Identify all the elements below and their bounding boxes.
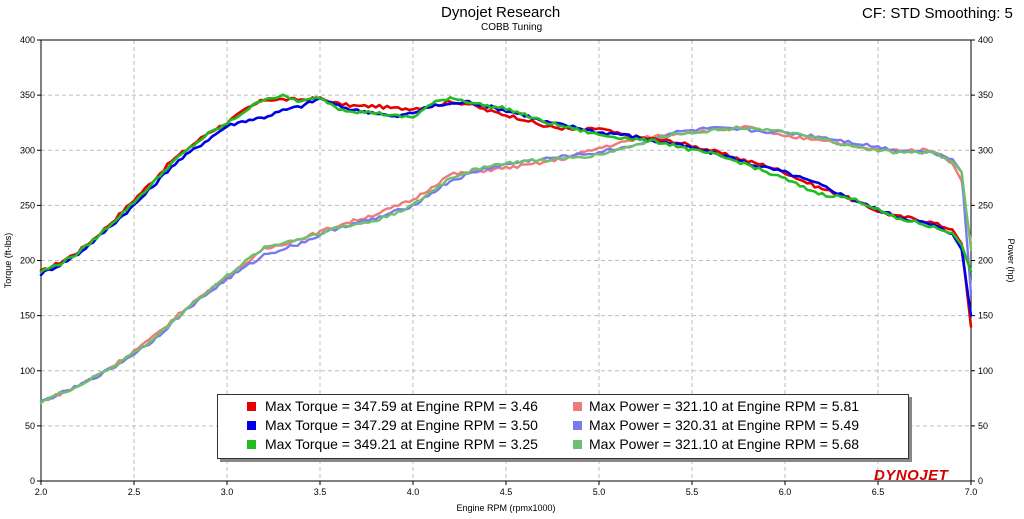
- legend-label: Max Torque = 349.21 at Engine RPM = 3.25: [265, 436, 538, 452]
- y2-axis-label: Power (hp): [1006, 238, 1016, 282]
- settings-label: CF: STD Smoothing: 5: [862, 5, 1013, 22]
- x-tick-label: 6.0: [779, 487, 792, 497]
- dynojet-logo: DYNOJET: [874, 467, 949, 484]
- y2-tick-label: 250: [978, 200, 993, 210]
- legend-swatch-torque-red: [247, 402, 256, 411]
- y2-tick-label: 300: [978, 145, 993, 155]
- torque-series-line: [39, 97, 973, 317]
- y2-tick-label: 100: [978, 366, 993, 376]
- legend-label: Max Power = 320.31 at Engine RPM = 5.49: [589, 417, 860, 433]
- x-tick-label: 7.0: [965, 487, 978, 497]
- torque-series-line: [39, 93, 973, 274]
- legend-label: Max Torque = 347.59 at Engine RPM = 3.46: [265, 398, 538, 414]
- y-tick-label: 200: [20, 256, 35, 266]
- legend-swatch-torque-green: [247, 440, 256, 449]
- x-axis-label: Engine RPM (rpmx1000): [456, 503, 555, 513]
- x-tick-label: 6.5: [872, 487, 885, 497]
- x-tick-label: 3.0: [221, 487, 234, 497]
- y2-tick-label: 400: [978, 35, 993, 45]
- legend-label: Max Torque = 347.29 at Engine RPM = 3.50: [265, 417, 538, 433]
- y2-tick-label: 200: [978, 256, 993, 266]
- y2-tick-label: 50: [978, 421, 988, 431]
- legend-label: Max Power = 321.10 at Engine RPM = 5.68: [589, 436, 860, 452]
- legend-swatch-torque-blue: [247, 421, 256, 430]
- y-tick-label: 300: [20, 145, 35, 155]
- x-tick-label: 4.0: [407, 487, 420, 497]
- legend-swatch-power-red: [573, 402, 582, 411]
- y-axis-label: Torque (ft-lbs): [3, 233, 13, 289]
- x-tick-label: 5.0: [593, 487, 606, 497]
- y2-tick-label: 0: [978, 476, 983, 486]
- y-tick-label: 150: [20, 311, 35, 321]
- y2-tick-label: 150: [978, 311, 993, 321]
- y-tick-label: 400: [20, 35, 35, 45]
- y2-tick-label: 350: [978, 90, 993, 100]
- x-tick-label: 3.5: [314, 487, 327, 497]
- y-tick-label: 250: [20, 200, 35, 210]
- legend-swatch-power-blue: [573, 421, 582, 430]
- chart-title: Dynojet Research: [441, 4, 561, 21]
- x-tick-label: 2.0: [35, 487, 48, 497]
- x-tick-label: 2.5: [128, 487, 141, 497]
- y-tick-label: 100: [20, 366, 35, 376]
- power-series-line: [39, 125, 973, 405]
- legend-swatch-power-green: [573, 440, 582, 449]
- y-tick-label: 50: [25, 421, 35, 431]
- legend: Max Torque = 347.59 at Engine RPM = 3.46…: [217, 394, 909, 459]
- legend-label: Max Power = 321.10 at Engine RPM = 5.81: [589, 398, 860, 414]
- x-tick-label: 5.5: [686, 487, 699, 497]
- x-tick-label: 4.5: [500, 487, 513, 497]
- chart-subtitle: COBB Tuning: [481, 22, 543, 33]
- y-tick-label: 350: [20, 90, 35, 100]
- y-tick-label: 0: [30, 476, 35, 486]
